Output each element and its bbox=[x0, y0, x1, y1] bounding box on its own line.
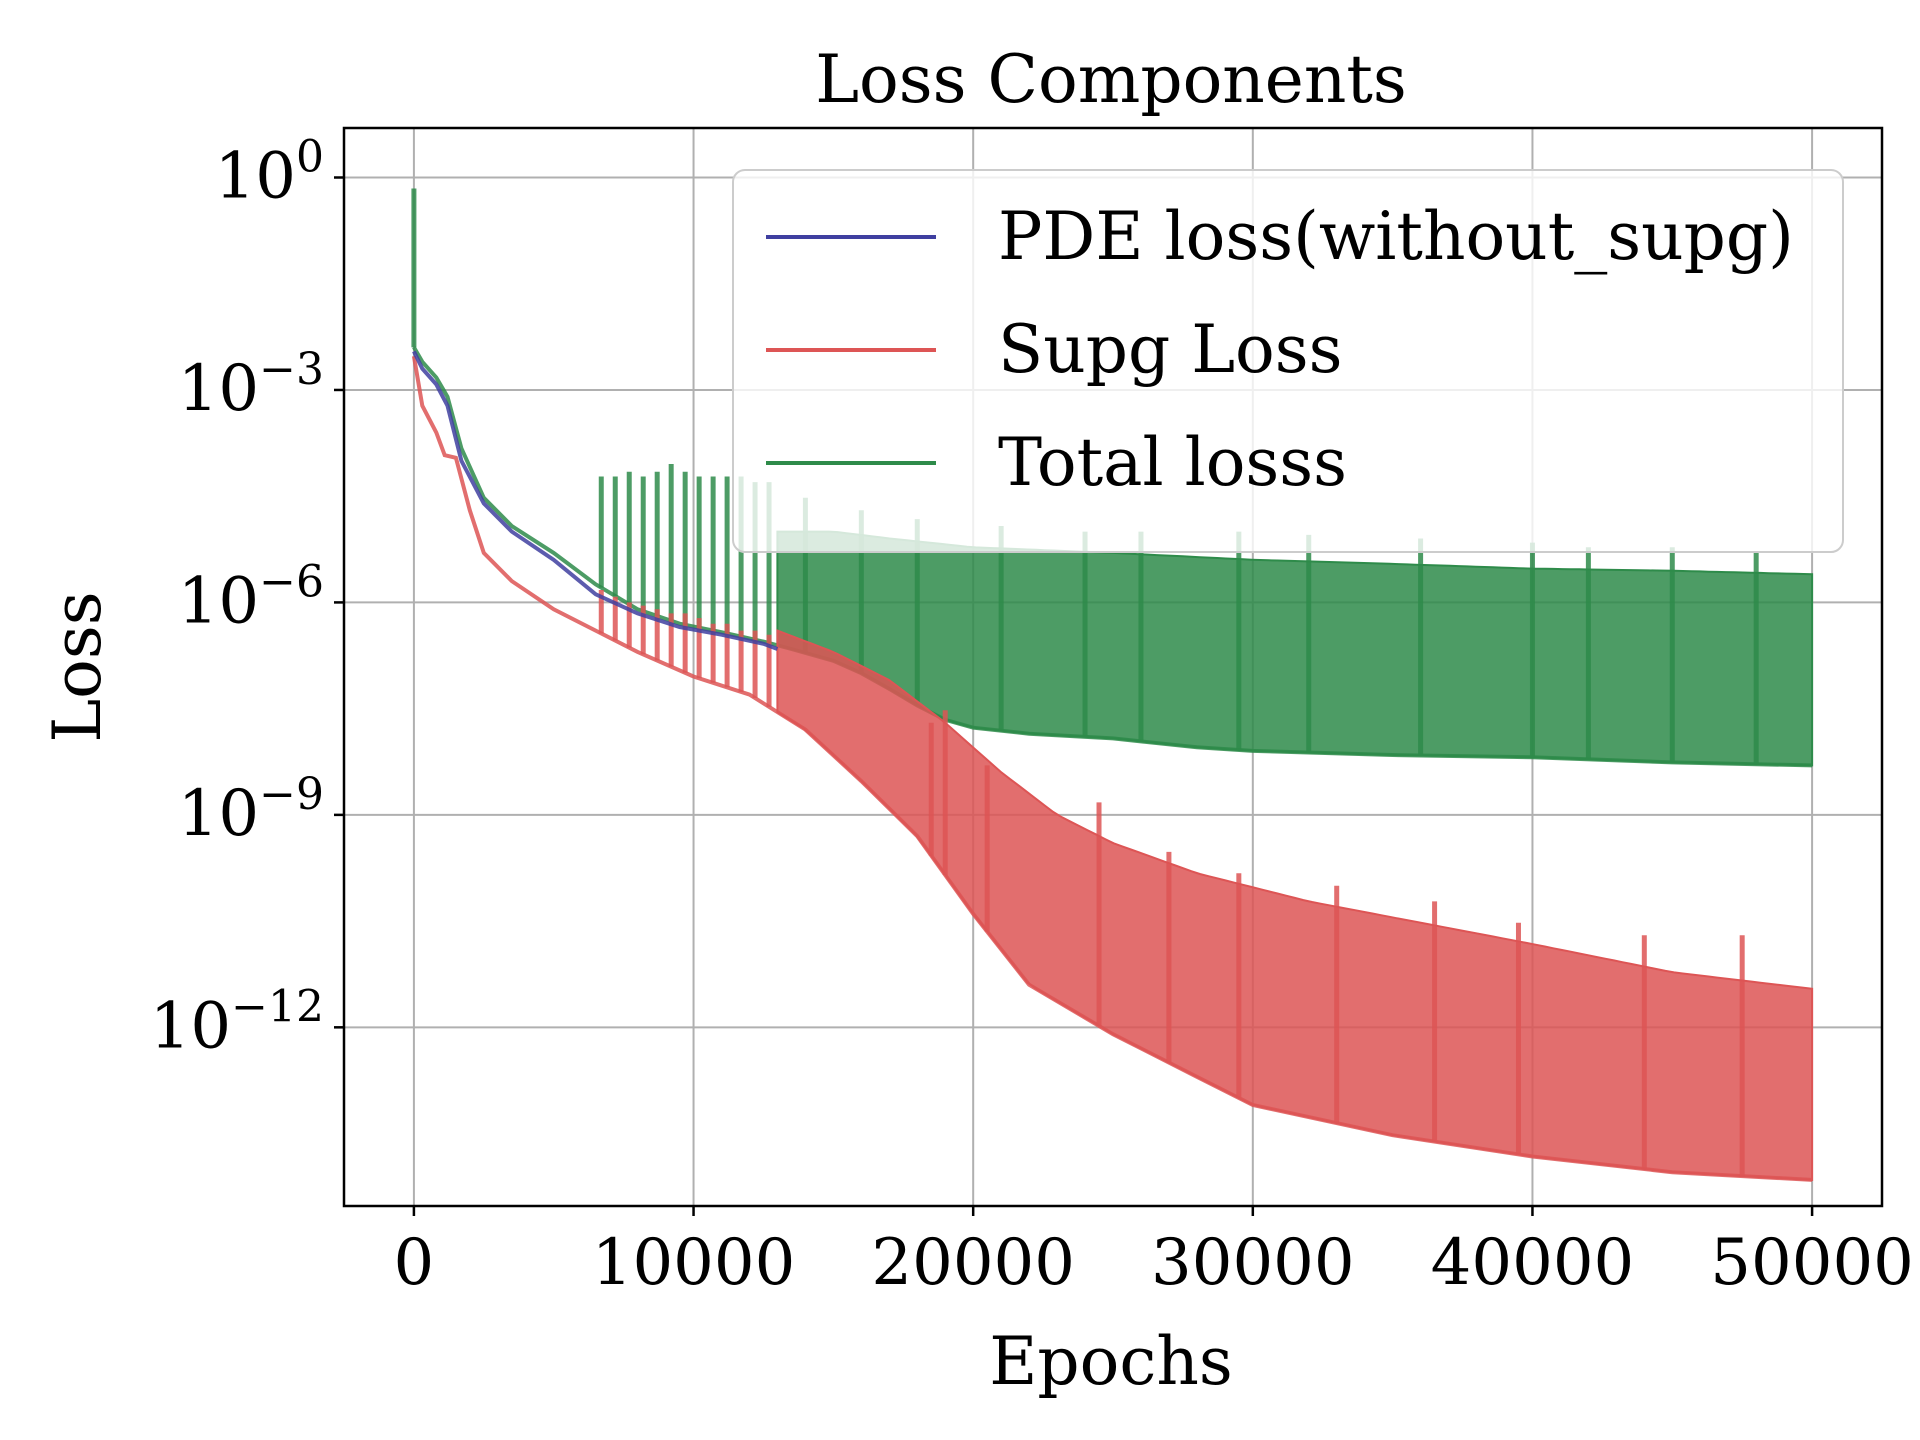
y-tick-label: 10−6 bbox=[178, 556, 324, 638]
series-0 bbox=[412, 350, 779, 651]
x-tick-label: 20000 bbox=[871, 1226, 1075, 1300]
chart-title: Loss Components bbox=[815, 41, 1407, 118]
x-tick-label: 40000 bbox=[1431, 1226, 1635, 1300]
y-axis-title: Loss bbox=[39, 591, 116, 742]
x-tick-label: 30000 bbox=[1151, 1226, 1355, 1300]
y-tick-label: 10−9 bbox=[178, 769, 324, 851]
y-tick-label: 100 bbox=[215, 132, 324, 214]
series-band bbox=[776, 629, 1814, 1181]
series-layer bbox=[411, 188, 1814, 1182]
y-tick-label: 10−12 bbox=[150, 981, 324, 1063]
x-tick-label: 10000 bbox=[592, 1226, 796, 1300]
axis-ticks: 0 10000 20000 30000 40000 50000 100 10−3 10−6 10−… bbox=[150, 132, 1914, 1300]
x-tick-label: 0 bbox=[394, 1226, 435, 1300]
legend-label: PDE loss(without_supg) bbox=[998, 198, 1794, 275]
x-axis-title: Epochs bbox=[989, 1323, 1233, 1400]
plot-frame bbox=[342, 126, 1884, 1208]
x-tick-label: 50000 bbox=[1710, 1226, 1914, 1300]
series-2 bbox=[411, 188, 1814, 768]
legend-label: Supg Loss bbox=[998, 311, 1343, 388]
legend-box bbox=[732, 169, 1844, 553]
series-band bbox=[776, 530, 1814, 767]
legend-label: Total losss bbox=[998, 424, 1347, 501]
legend: PDE loss(without_supg) Supg Loss Total los… bbox=[732, 169, 1844, 553]
y-tick-label: 10−3 bbox=[178, 344, 324, 426]
series-1 bbox=[411, 355, 1814, 1182]
series-line bbox=[412, 350, 779, 651]
